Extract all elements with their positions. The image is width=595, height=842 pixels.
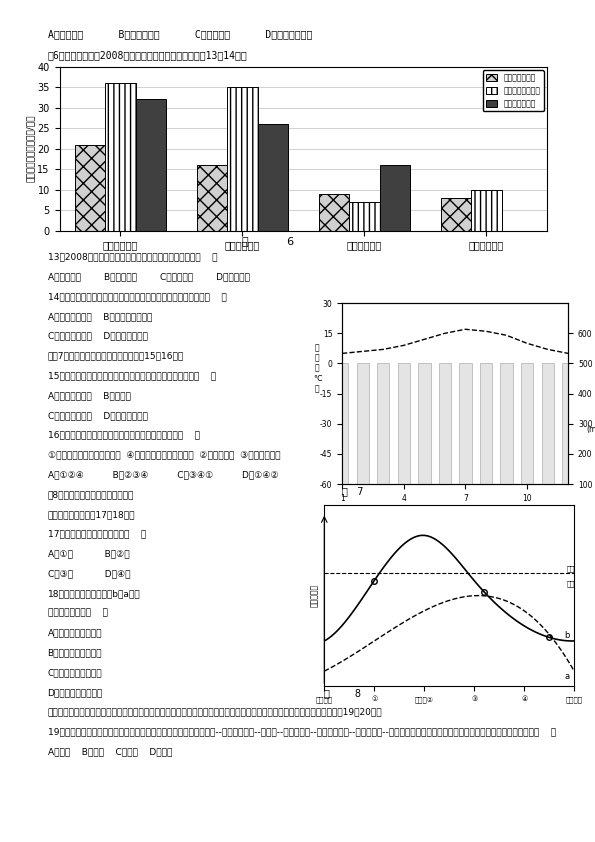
Bar [480, 364, 492, 514]
Text: A．原料    B．技术    C．市场    D．政策: A．原料 B．技术 C．市场 D．政策 [48, 748, 172, 756]
Bar [500, 364, 513, 514]
Legend: 国际居住最小值, 某城市人均应用地, 山区农业地产值: 国际居住最小值, 某城市人均应用地, 山区农业地产值 [483, 71, 544, 111]
Text: A．城郊农业      B．种植园农业      C．粗放农业      D．商品谷物农业: A．城郊农业 B．种植园农业 C．粗放农业 D．商品谷物农业 [48, 29, 312, 40]
Text: C．③地           D．④地: C．③地 D．④地 [48, 569, 130, 578]
Text: 图   7: 图 7 [342, 486, 364, 496]
b [321, 636, 328, 646]
Text: 成本: 成本 [566, 580, 575, 587]
Bar [105, 83, 136, 231]
Text: A．①②④          B．②③④          C．③④①          D．①④②: A．①②④ B．②③④ C．③④① D．①④② [48, 470, 278, 479]
Text: A．①地           B．②地: A．①地 B．②地 [48, 549, 129, 558]
Text: 17．该工业选址的最佳位置是（    ）: 17．该工业选址的最佳位置是（ ） [48, 530, 146, 539]
Text: D．地租价格逐步下降: D．地租价格逐步下降 [48, 688, 103, 697]
Text: 价格: 价格 [566, 565, 575, 572]
Text: ①气候有利于多汁牧草的生长  ④城市众多，消费市场广阔  ②劳动力丰富  ③机械化水平低: ①气候有利于多汁牧草的生长 ④城市众多，消费市场广阔 ②劳动力丰富 ③机械化水平… [48, 450, 280, 460]
Bar [521, 364, 533, 514]
Text: a: a [564, 672, 569, 680]
a [379, 631, 386, 641]
Text: A．改善居住条件    B．发展高技术工业: A．改善居住条件 B．发展高技术工业 [48, 312, 152, 321]
Bar [75, 145, 105, 231]
Y-axis label: 气
温
（
℃
）: 气 温 （ ℃ ） [313, 343, 321, 393]
Text: A．居住用地        B．工业用地        C．道路用地        D．绿地用地: A．居住用地 B．工业用地 C．道路用地 D．绿地用地 [48, 273, 249, 281]
a [321, 666, 328, 676]
b [419, 530, 426, 541]
Text: 15．该气候类型在世界上分布最典型地区前农业地域类型是（    ）: 15．该气候类型在世界上分布最典型地区前农业地域类型是（ ） [48, 371, 216, 381]
b [568, 636, 575, 646]
Text: 图8为某工业产品价格和成本与市中: 图8为某工业产品价格和成本与市中 [48, 490, 134, 499]
Bar [258, 124, 288, 231]
a [571, 666, 578, 676]
Line: b: b [324, 536, 574, 641]
b [472, 578, 480, 588]
Text: 图        8: 图 8 [324, 688, 361, 698]
Text: B．逐步接近消费市场: B．逐步接近消费市场 [48, 648, 102, 658]
a [475, 590, 482, 600]
Text: 16．此农业地域类型在该地区发展的主要区位因素是（    ）: 16．此农业地域类型在该地区发展的主要区位因素是（ ） [48, 430, 199, 440]
Bar [136, 99, 166, 231]
b [369, 578, 376, 589]
a [560, 649, 568, 659]
X-axis label: （月）: （月） [448, 509, 462, 518]
Bar [439, 364, 451, 514]
b [560, 636, 568, 646]
a [553, 638, 560, 648]
b [452, 553, 459, 563]
Bar [349, 202, 380, 231]
Bar [227, 87, 258, 231]
Bar [471, 189, 502, 231]
b [571, 636, 578, 646]
Bar [319, 194, 349, 231]
Text: 18．导致图中成本曲线由b到a变化: 18．导致图中成本曲线由b到a变化 [48, 589, 140, 598]
Text: 13．2008年该城市四类人均用地中，符合国家标准的是（    ）: 13．2008年该城市四类人均用地中，符合国家标准的是（ ） [48, 253, 217, 262]
Bar [377, 364, 389, 514]
Text: A．交通运输更加便利: A．交通运输更加便利 [48, 628, 102, 637]
Text: 图           6: 图 6 [242, 236, 294, 246]
a [449, 594, 456, 605]
Y-axis label: 金额（元）: 金额（元） [310, 584, 319, 607]
Text: 图6表示我国某城市2008年部分人均用地状况，读图回答13～14题。: 图6表示我国某城市2008年部分人均用地状况，读图回答13～14题。 [48, 51, 248, 61]
Y-axis label: 降
水
量
(mm): 降 水 量 (mm) [586, 393, 595, 434]
Bar [459, 364, 472, 514]
a [469, 591, 477, 601]
Text: A．大牧场放牧业    B．乳畜业: A．大牧场放牧业 B．乳畜业 [48, 391, 130, 400]
Y-axis label: 人均用地面积（平方米/人）: 人均用地面积（平方米/人） [26, 115, 35, 183]
Bar [197, 165, 227, 231]
Text: 目前，促进国家农发展中国家都在全半尽长背景的最佳配置，这样全单生产体系出现适合型多层次分工格局制度，据此，回答19～20题。: 目前，促进国家农发展中国家都在全半尽长背景的最佳配置，这样全单生产体系出现适合型… [48, 707, 382, 717]
Bar [380, 165, 410, 231]
Text: C．环境污染越来越轻: C．环境污染越来越轻 [48, 669, 102, 677]
b [379, 564, 386, 574]
Text: 14．该城市准备打造成为区域性的物流基地，急需采取的措施是（    ）: 14．该城市准备打造成为区域性的物流基地，急需采取的措施是（ ） [48, 292, 226, 301]
Text: 读图7某地气温曲线和降水柱状图，完成15～16题。: 读图7某地气温曲线和降水柱状图，完成15～16题。 [48, 352, 184, 360]
Bar [397, 364, 410, 514]
Bar [418, 364, 431, 514]
Text: 心距离关系图，完成17～18题。: 心距离关系图，完成17～18题。 [48, 509, 135, 519]
b [553, 634, 560, 644]
Text: C．季风水田农业    D．商品谷物农业: C．季风水田农业 D．商品谷物农业 [48, 411, 148, 420]
Text: 的最主要原因是（    ）: 的最主要原因是（ ） [48, 609, 108, 618]
Bar [356, 364, 369, 514]
Line: a: a [324, 595, 574, 671]
Text: b: b [564, 631, 569, 640]
Bar [562, 364, 574, 514]
Text: 19．棉花及其他品跨国生产与跨国零售一体化的代表模式：美国棉花--巴基斯坦纺纱--中国布--意大利印染--法国服装设计--土耳其制造--跨国百货销售。该模式中，: 19．棉花及其他品跨国生产与跨国零售一体化的代表模式：美国棉花--巴基斯坦纺纱-… [48, 727, 556, 737]
Bar [441, 198, 471, 231]
Bar [336, 364, 348, 514]
a [369, 637, 376, 647]
Bar [541, 364, 554, 514]
Text: C．改善交通基设    D．美化城市环境: C．改善交通基设 D．美化城市环境 [48, 332, 148, 341]
